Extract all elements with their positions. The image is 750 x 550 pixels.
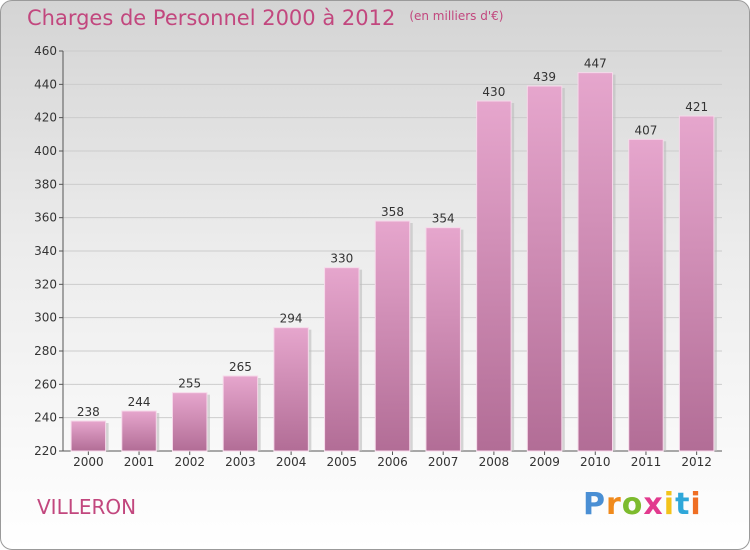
x-tick-label: 2005 (327, 455, 358, 469)
bar-value-label: 354 (432, 212, 455, 226)
logo-letter: i (663, 487, 676, 522)
bar-value-label: 439 (533, 70, 556, 84)
bar-value-label: 265 (229, 360, 252, 374)
bar-2012 (678, 115, 715, 452)
bar-value-label: 330 (330, 252, 353, 266)
bar-2001 (121, 410, 157, 452)
logo-letter: i (690, 487, 702, 522)
x-tick-label: 2006 (377, 455, 408, 469)
bar-2003 (222, 375, 259, 452)
logo-letter: o (621, 487, 644, 522)
bar-2002 (171, 392, 208, 452)
bar-2004 (273, 327, 309, 452)
bar-2000 (70, 420, 107, 452)
x-tick-label: 2002 (174, 455, 205, 469)
y-tick-label: 360 (34, 211, 57, 225)
bar-2010 (577, 72, 614, 452)
bar-2007 (425, 227, 461, 452)
y-tick-label: 400 (34, 144, 57, 158)
chart-title-text: Charges de Personnel 2000 à 2012 (27, 6, 396, 30)
y-tick-label: 220 (34, 444, 57, 458)
bar-2005 (324, 267, 360, 452)
bar-value-label: 358 (381, 205, 404, 219)
bar-2011 (628, 138, 664, 452)
bar-2009 (526, 85, 563, 452)
bar-value-label: 447 (584, 57, 607, 71)
bar-value-label: 255 (178, 377, 201, 391)
y-tick-label: 300 (34, 311, 57, 325)
y-tick-label: 380 (34, 177, 57, 191)
x-tick-label: 2009 (529, 455, 560, 469)
x-tick-label: 2001 (124, 455, 155, 469)
bar-value-label: 244 (128, 395, 151, 409)
city-name: VILLERON (37, 495, 137, 519)
y-tick-label: 440 (34, 77, 57, 91)
y-tick-label: 340 (34, 244, 57, 258)
y-tick-label: 420 (34, 111, 57, 125)
x-tick-label: 2010 (580, 455, 611, 469)
proxiti-logo: Proxiti (583, 487, 702, 522)
chart-title: Charges de Personnel 2000 à 2012 (en mill… (27, 6, 503, 30)
logo-letter: t (675, 487, 691, 522)
x-tick-label: 2003 (225, 455, 256, 469)
logo-letter: x (643, 487, 664, 522)
y-tick-label: 320 (34, 277, 57, 291)
x-tick-label: 2004 (276, 455, 307, 469)
logo-letter: r (606, 487, 622, 522)
x-tick-label: 2011 (631, 455, 662, 469)
x-tick-label: 2008 (479, 455, 510, 469)
bar-value-label: 294 (280, 312, 303, 326)
x-tick-label: 2000 (73, 455, 104, 469)
bar-value-label: 430 (482, 85, 505, 99)
x-tick-label: 2007 (428, 455, 459, 469)
bar-2006 (374, 220, 411, 452)
y-tick-label: 460 (34, 44, 57, 58)
bar-value-label: 421 (685, 100, 708, 114)
y-tick-label: 260 (34, 377, 57, 391)
bar-value-label: 238 (77, 405, 100, 419)
x-tick-label: 2012 (681, 455, 712, 469)
y-tick-label: 280 (34, 344, 57, 358)
bar-2008 (476, 100, 512, 452)
chart-subtitle: (en milliers d'€) (409, 9, 504, 23)
bar-value-label: 407 (635, 123, 658, 137)
logo-letter: P (583, 487, 606, 522)
y-tick-label: 240 (34, 411, 57, 425)
